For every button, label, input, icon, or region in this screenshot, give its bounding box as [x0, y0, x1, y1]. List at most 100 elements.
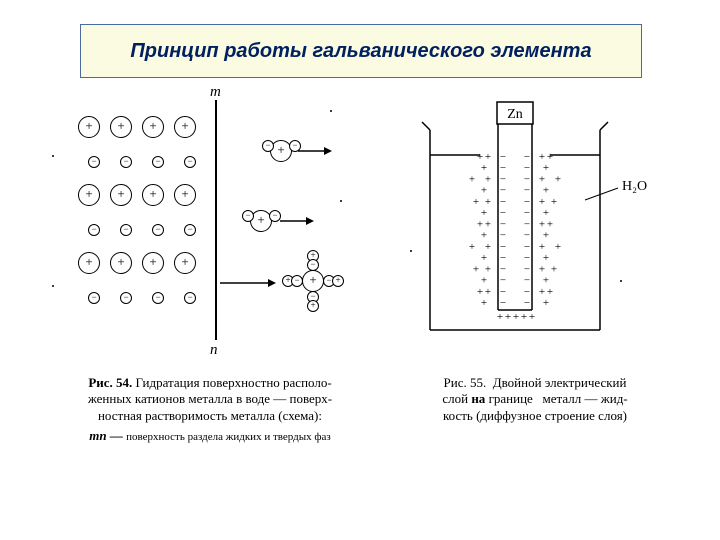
- svg-text:+: +: [539, 151, 545, 163]
- svg-text:+: +: [529, 311, 535, 323]
- svg-text:+: +: [543, 297, 549, 309]
- caption-55-line2b: границе металл — жид-: [485, 391, 627, 406]
- hydrated-ion-cluster: + + − − + + − − +: [282, 250, 342, 310]
- svg-text:+: +: [547, 218, 553, 230]
- electrode-negative-charges: −−−−−−−−−−−−−−−−−−−−−−−−−−−−: [500, 151, 530, 309]
- svg-text:−: −: [500, 173, 506, 185]
- cation: +: [110, 184, 132, 206]
- svg-text:+: +: [485, 196, 491, 208]
- svg-text:+: +: [485, 218, 491, 230]
- svg-text:+: +: [473, 196, 479, 208]
- cation: +: [78, 116, 100, 138]
- figure-55: Zn −−−−−−−−−−−−−−−−−−−−−−−−−−−− ++++++++…: [400, 100, 670, 360]
- anion: −: [88, 224, 100, 236]
- svg-text:−: −: [524, 218, 530, 230]
- svg-text:−: −: [500, 286, 506, 298]
- svg-text:+: +: [473, 263, 479, 275]
- electrode-label: Zn: [507, 107, 523, 122]
- solution-positive-charges: ++++++++++++++++++++++++++++++++++++++++…: [469, 151, 561, 309]
- svg-text:−: −: [500, 185, 506, 197]
- svg-text:−: −: [524, 252, 530, 264]
- svg-text:+: +: [481, 275, 487, 287]
- svg-text:+: +: [481, 162, 487, 174]
- svg-text:+: +: [543, 252, 549, 264]
- dipole-icon: −: [291, 275, 303, 287]
- svg-text:−: −: [524, 151, 530, 163]
- svg-text:−: −: [500, 297, 506, 309]
- arrow-icon: [220, 278, 276, 288]
- svg-text:+: +: [543, 162, 549, 174]
- dipole-icon: +: [332, 275, 344, 287]
- svg-text:+: +: [481, 230, 487, 242]
- anion: −: [152, 224, 164, 236]
- svg-text:+: +: [543, 185, 549, 197]
- svg-text:+: +: [485, 286, 491, 298]
- svg-text:+: +: [477, 151, 483, 163]
- title-text: Принцип работы гальванического элемента: [130, 40, 591, 63]
- svg-text:−: −: [524, 185, 530, 197]
- svg-text:+: +: [485, 173, 491, 185]
- cation: +: [174, 184, 196, 206]
- caption-54: Рис. 54. Гидратация поверхностно располо…: [55, 375, 365, 445]
- svg-text:+: +: [539, 218, 545, 230]
- bottom-positive-charges: +++++: [497, 311, 535, 323]
- svg-text:+: +: [539, 173, 545, 185]
- svg-text:+: +: [513, 311, 519, 323]
- svg-text:+: +: [469, 173, 475, 185]
- caption-55: Рис. 55. Двойной электрический слой на г…: [395, 375, 675, 424]
- caption-55-line2a: слой: [442, 391, 471, 406]
- svg-text:+: +: [481, 185, 487, 197]
- svg-text:−: −: [524, 196, 530, 208]
- caption-55-line3: кость (диффузное строение слоя): [395, 408, 675, 424]
- svg-text:+: +: [481, 297, 487, 309]
- dipole-icon: −: [262, 140, 274, 152]
- solvent-label: H₂O: [622, 179, 647, 194]
- cation: +: [174, 252, 196, 274]
- anion: −: [184, 292, 196, 304]
- svg-text:−: −: [500, 207, 506, 219]
- label-n: n: [210, 342, 218, 359]
- caption-54-line2: женных катионов металла в воде — поверх-: [55, 391, 365, 407]
- svg-text:+: +: [497, 311, 503, 323]
- svg-text:+: +: [477, 286, 483, 298]
- svg-text:−: −: [524, 162, 530, 174]
- arrow-icon: [298, 146, 332, 156]
- arrow-icon: [280, 216, 314, 226]
- svg-text:−: −: [524, 241, 530, 253]
- svg-text:−: −: [500, 162, 506, 174]
- svg-text:−: −: [524, 230, 530, 242]
- phase-boundary-line: [215, 100, 217, 340]
- speck-icon: [410, 250, 412, 252]
- svg-text:+: +: [551, 196, 557, 208]
- cation: +: [142, 252, 164, 274]
- caption-55-na: на: [471, 391, 485, 406]
- cation: +: [110, 116, 132, 138]
- svg-text:−: −: [500, 230, 506, 242]
- svg-text:−: −: [524, 275, 530, 287]
- caption-54-line3: ностная растворимость металла (схема):: [55, 408, 365, 424]
- dipole-icon: −: [242, 210, 254, 222]
- title-banner: Принцип работы гальванического элемента: [80, 24, 642, 78]
- dipole-icon: +: [307, 300, 319, 312]
- beaker-svg: Zn −−−−−−−−−−−−−−−−−−−−−−−−−−−− ++++++++…: [400, 100, 670, 360]
- speck-icon: [340, 200, 342, 202]
- caption-54-note: поверхность раздела жидких и твердых фаз: [126, 431, 331, 443]
- svg-text:−: −: [524, 207, 530, 219]
- cation: +: [110, 252, 132, 274]
- svg-text:+: +: [551, 263, 557, 275]
- svg-text:+: +: [539, 286, 545, 298]
- svg-text:−: −: [500, 275, 506, 287]
- cation: +: [78, 252, 100, 274]
- caption-55-num: Рис. 55.: [444, 375, 487, 390]
- caption-54-note-em: mn —: [89, 428, 123, 443]
- hydrated-cation: +: [302, 270, 324, 292]
- svg-text:+: +: [481, 207, 487, 219]
- svg-text:−: −: [524, 173, 530, 185]
- speck-icon: [620, 280, 622, 282]
- caption-54-line1: Гидратация поверхностно располо-: [136, 375, 332, 390]
- svg-text:+: +: [543, 207, 549, 219]
- svg-text:−: −: [500, 241, 506, 253]
- cation: +: [78, 184, 100, 206]
- figure-54: m n ++++−−−−++++−−−−++++−−−− + − − + − −…: [70, 100, 370, 370]
- anion: −: [120, 292, 132, 304]
